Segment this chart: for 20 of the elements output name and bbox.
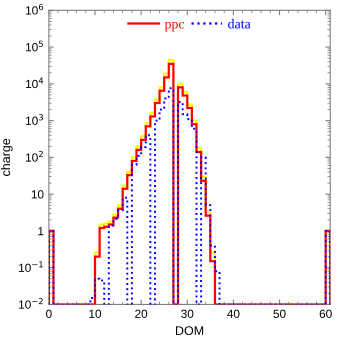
y-tick-label: 10$^{3}$	[26, 114, 43, 125]
x-tick-label: 50	[273, 310, 286, 318]
y-tick-label: 10$^{−1}$	[19, 261, 43, 272]
x-tick-label: 40	[227, 310, 240, 318]
legend-label: data	[228, 18, 251, 29]
y-tick-label: 10$^{6}$	[26, 4, 44, 15]
x-axis-title: DOM	[176, 326, 204, 336]
x-tick-label: 0	[46, 310, 52, 318]
y-tick-label: 10$^{2}$	[26, 150, 43, 162]
x-tick-label: 20	[135, 310, 148, 318]
y-tick-label: 10$^{4}$	[26, 78, 44, 88]
y-axis-title: charge	[0, 138, 13, 176]
legend-label: ppc	[164, 22, 184, 32]
x-tick-label: 10	[89, 310, 102, 318]
y-tick-label: 10$^{5}$	[26, 40, 43, 52]
x-tick-label: 30	[181, 310, 194, 318]
y-tick-label: 10$^{−2}$	[19, 298, 43, 309]
x-tick-label: 60	[320, 310, 332, 318]
y-tick-label: 1	[38, 227, 44, 236]
y-tick-label: 10	[32, 190, 44, 199]
